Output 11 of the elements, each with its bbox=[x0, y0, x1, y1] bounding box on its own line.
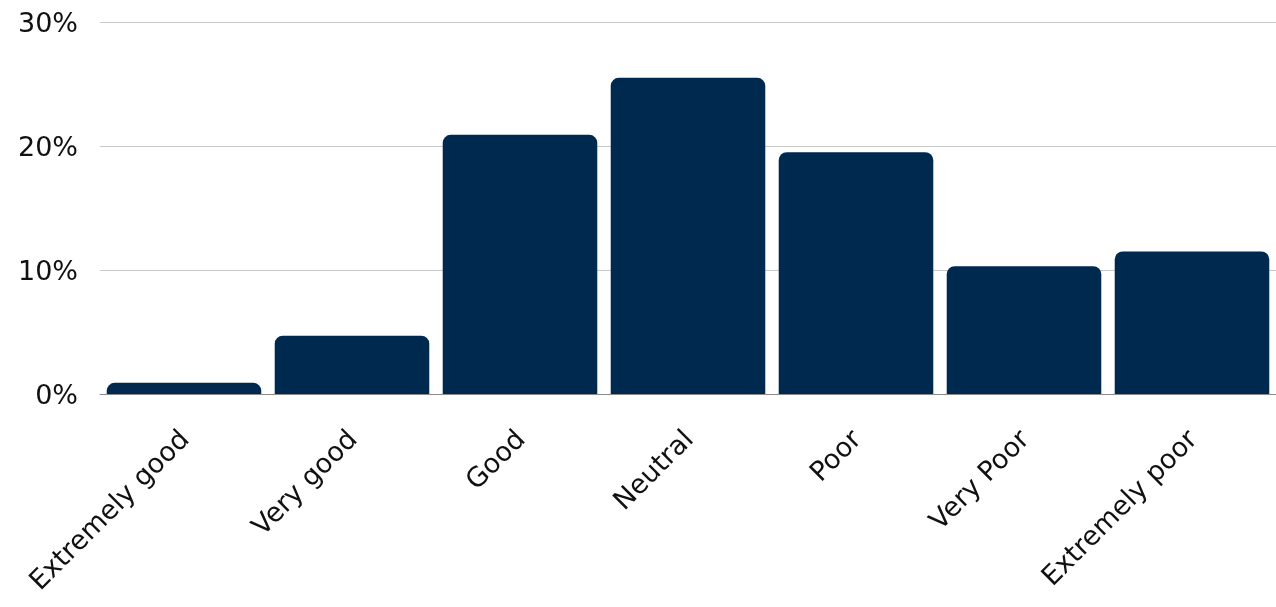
bar bbox=[1114, 251, 1270, 394]
y-tick-label: 10% bbox=[17, 254, 78, 286]
bar bbox=[442, 134, 598, 394]
bar bbox=[274, 335, 430, 394]
y-tick-label: 20% bbox=[17, 130, 78, 162]
bar bbox=[106, 382, 262, 394]
y-tick-label: 0% bbox=[35, 378, 78, 410]
bar bbox=[946, 266, 1102, 394]
bar bbox=[778, 152, 934, 394]
bar bbox=[610, 77, 766, 394]
y-tick-label: 30% bbox=[17, 6, 78, 38]
